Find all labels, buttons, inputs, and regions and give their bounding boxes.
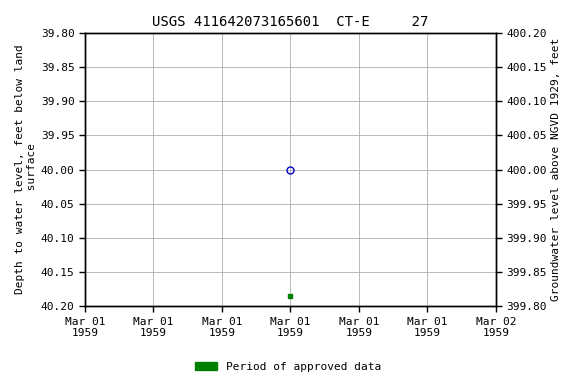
Y-axis label: Depth to water level, feet below land
 surface: Depth to water level, feet below land su…: [15, 45, 37, 295]
Legend: Period of approved data: Period of approved data: [191, 358, 385, 377]
Title: USGS 411642073165601  CT-E     27: USGS 411642073165601 CT-E 27: [152, 15, 429, 29]
Y-axis label: Groundwater level above NGVD 1929, feet: Groundwater level above NGVD 1929, feet: [551, 38, 561, 301]
